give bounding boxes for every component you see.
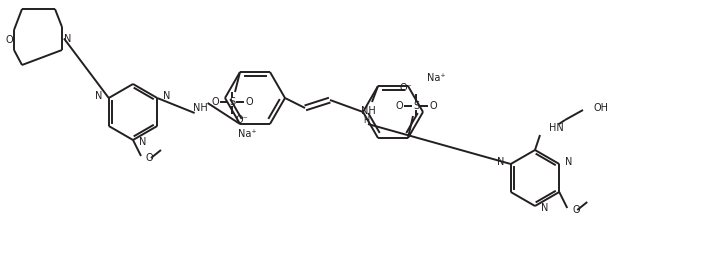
- Text: O: O: [5, 35, 13, 45]
- Text: OH: OH: [593, 103, 608, 113]
- Text: O: O: [146, 153, 154, 163]
- Text: Na⁺: Na⁺: [427, 73, 445, 83]
- Text: N: N: [498, 157, 505, 167]
- Text: O: O: [245, 97, 253, 107]
- Text: NH: NH: [193, 103, 208, 113]
- Text: O⁻: O⁻: [399, 83, 412, 93]
- Text: N: N: [96, 91, 103, 101]
- Text: NH: NH: [361, 106, 375, 116]
- Text: O: O: [211, 97, 219, 107]
- Text: S: S: [229, 97, 235, 107]
- Text: O⁻: O⁻: [236, 115, 249, 125]
- Text: N: N: [565, 157, 573, 167]
- Text: N: N: [139, 137, 146, 147]
- Text: O: O: [395, 101, 403, 111]
- Text: Na⁺: Na⁺: [238, 129, 257, 139]
- Text: N: N: [163, 91, 171, 101]
- Text: S: S: [413, 101, 419, 111]
- Text: O: O: [572, 205, 580, 215]
- Text: O: O: [430, 101, 437, 111]
- Text: N: N: [64, 34, 72, 44]
- Text: H: H: [363, 115, 369, 124]
- Text: N: N: [541, 203, 548, 213]
- Text: HN: HN: [549, 123, 564, 133]
